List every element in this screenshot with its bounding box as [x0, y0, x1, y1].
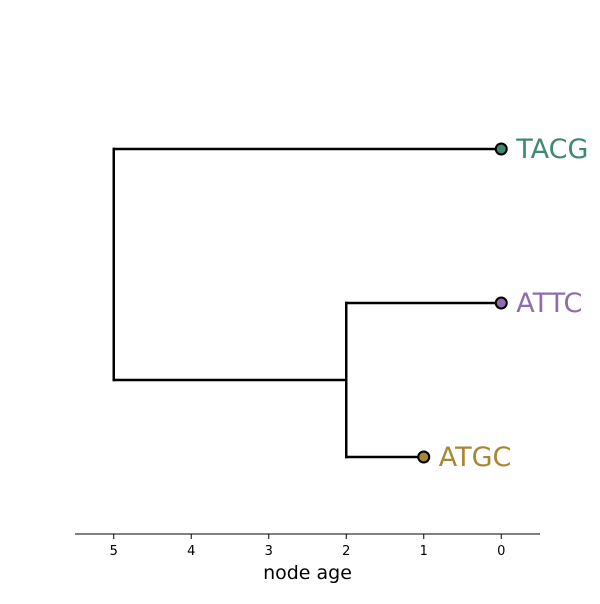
- tip-label-tacg: TACG: [515, 134, 588, 165]
- x-axis-label: node age: [263, 562, 352, 584]
- tip-label-atgc: ATGC: [439, 442, 512, 473]
- tip-node-atgc: [417, 450, 431, 464]
- x-tick-label: 3: [265, 544, 273, 559]
- tip-node-tacg: [494, 142, 508, 156]
- x-axis: 5 4 3 2 1 0 node age: [75, 533, 540, 584]
- tip-node-attc: [494, 296, 508, 310]
- x-tick-label: 2: [342, 544, 350, 559]
- x-tick-label: 5: [110, 544, 118, 559]
- tip-label-attc: ATTC: [516, 288, 582, 319]
- x-axis-ticks: 5 4 3 2 1 0: [110, 534, 505, 559]
- tree-tips: TACG ATTC ATGC: [417, 134, 588, 473]
- x-tick-label: 1: [420, 544, 428, 559]
- x-tick-label: 0: [497, 544, 505, 559]
- x-tick-label: 4: [187, 544, 195, 559]
- tree-branches: [112, 147, 503, 459]
